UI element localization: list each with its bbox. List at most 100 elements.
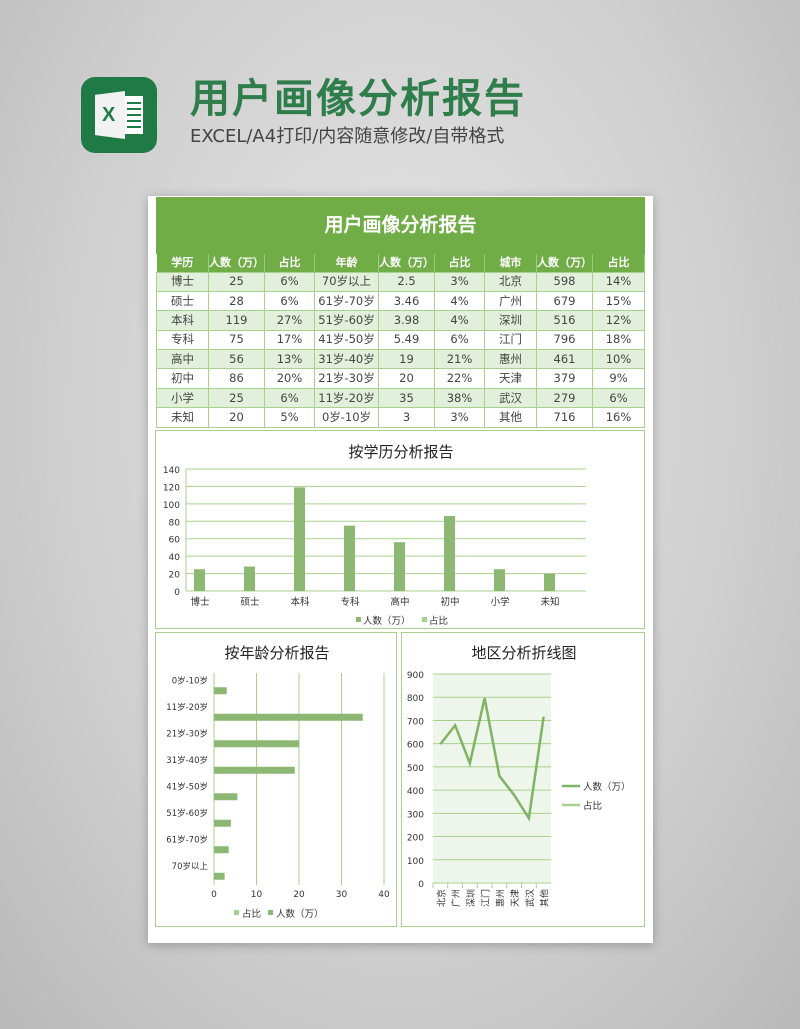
table-cell: 21% [434,349,485,370]
sheet-title: 用户画像分析报告 [156,197,645,254]
bar [214,846,229,854]
region-chart: 地区分析折线图 0 100 200 300 400 500 600 700 800 900 北京 广州深… [401,632,645,927]
table-cell: 3% [434,407,485,428]
x-tick-label: 深圳 [466,889,477,907]
bar [214,740,299,748]
column-header: 占比 [264,254,315,272]
y-tick-label: 200 [407,834,424,844]
table-row: 博士 25 6% 70岁以上 2.5 3% 北京 598 14% [156,271,645,292]
legend-label: 占比 [242,908,261,920]
y-tick-label: 31岁-40岁 [166,755,208,766]
table-row: 未知 20 5% 0岁-10岁 3 3% 其他 716 16% [156,407,645,428]
table-cell: 716 [536,407,593,428]
education-chart: 按学历分析报告 0 20 40 60 80 100 120 140 博士 硕士 本科 专科 高中 初中 小学 未… [155,430,645,629]
y-tick-label: 70岁以上 [172,861,209,872]
plot-area [433,674,551,883]
table-row: 初中 86 20% 21岁-30岁 20 22% 天津 379 9% [156,368,645,389]
x-tick-label: 武汉 [524,889,536,907]
column-header: 占比 [434,254,485,272]
bar [494,569,505,591]
table-cell: 796 [536,329,593,351]
bar [214,687,227,695]
legend-swatch [356,617,361,622]
table-cell: 其他 [484,407,537,428]
y-tick-label: 20 [169,571,181,581]
table-cell: 16% [592,407,645,428]
table-cell: 10% [592,349,645,370]
table-cell: 379 [536,368,593,389]
column-header: 学历 [156,254,209,272]
chart-title: 地区分析折线图 [471,644,576,662]
table-cell: 4% [434,290,485,312]
y-tick-label: 120 [163,483,180,493]
table-cell: 598 [536,271,593,292]
x-tick-label: 北京 [435,889,447,907]
bar [214,766,295,774]
table-cell: 4% [434,310,485,331]
table-cell: 武汉 [484,387,537,409]
table-cell: 27% [264,310,315,331]
table-cell: 6% [434,329,485,351]
bar [444,516,455,591]
x-tick-label: 小学 [490,596,509,608]
x-tick-label: 江门 [480,889,492,907]
table-cell: 22% [434,368,485,389]
bar [214,713,363,721]
y-tick-label: 140 [163,466,180,476]
table-cell: 279 [536,387,593,409]
table-cell: 硕士 [156,290,209,312]
table-cell: 未知 [156,407,209,428]
y-tick-label: 400 [407,787,424,797]
column-header: 人数（万） [378,254,435,272]
y-tick-label: 40 [169,553,181,563]
table-row: 硕士 28 6% 61岁-70岁 3.46 4% 广州 679 15% [156,290,645,312]
x-tick-label: 博士 [190,596,210,608]
x-tick-label: 10 [251,890,263,900]
table-cell: 18% [592,329,645,351]
table-cell: 35 [378,387,435,409]
table-cell: 25 [208,271,265,292]
table-cell: 20 [208,407,265,428]
table-cell: 6% [592,387,645,409]
y-tick-label: 900 [407,671,424,681]
bar [214,793,238,801]
y-tick-label: 60 [169,536,181,546]
table-cell: 56 [208,349,265,370]
legend-label: 人数（万） [583,781,631,793]
chart-title: 按年龄分析报告 [224,644,329,662]
y-tick-label: 300 [407,810,424,820]
table-cell: 深圳 [484,310,537,331]
table-cell: 江门 [484,329,537,351]
chart-title: 按学历分析报告 [348,443,453,461]
table-cell: 高中 [156,349,209,370]
legend-label: 占比 [583,800,602,812]
age-chart: 按年龄分析报告 0 10 20 30 40 0岁-10岁 11岁-20岁 21岁-30岁 31岁-… [155,632,397,927]
table-row: 本科 119 27% 51岁-60岁 3.98 4% 深圳 516 12% [156,310,645,331]
excel-logo-icon: X [81,77,157,153]
table-cell: 15% [592,290,645,312]
x-tick-label: 0 [211,890,217,900]
x-tick-label: 30 [336,890,348,900]
table-cell: 13% [264,349,315,370]
y-tick-label: 100 [407,857,424,867]
table-cell: 3 [378,407,435,428]
table-cell: 天津 [484,368,537,389]
table-cell: 461 [536,349,593,370]
table-cell: 北京 [484,271,537,292]
bar [244,566,255,591]
y-tick-label: 700 [407,717,424,727]
table-cell: 12% [592,310,645,331]
bar [394,542,405,591]
table-cell: 25 [208,387,265,409]
bar [214,872,225,880]
table-cell: 2.5 [378,271,435,292]
table-cell: 61岁-70岁 [314,290,379,312]
y-tick-label: 0 [418,880,424,890]
page-title: 用户画像分析报告 [190,76,526,122]
y-tick-label: 61岁-70岁 [166,834,208,845]
column-header: 城市 [484,254,537,272]
table-cell: 19 [378,349,435,370]
y-tick-label: 80 [169,518,181,528]
x-tick-label: 40 [378,890,390,900]
y-tick-label: 41岁-50岁 [166,781,208,792]
